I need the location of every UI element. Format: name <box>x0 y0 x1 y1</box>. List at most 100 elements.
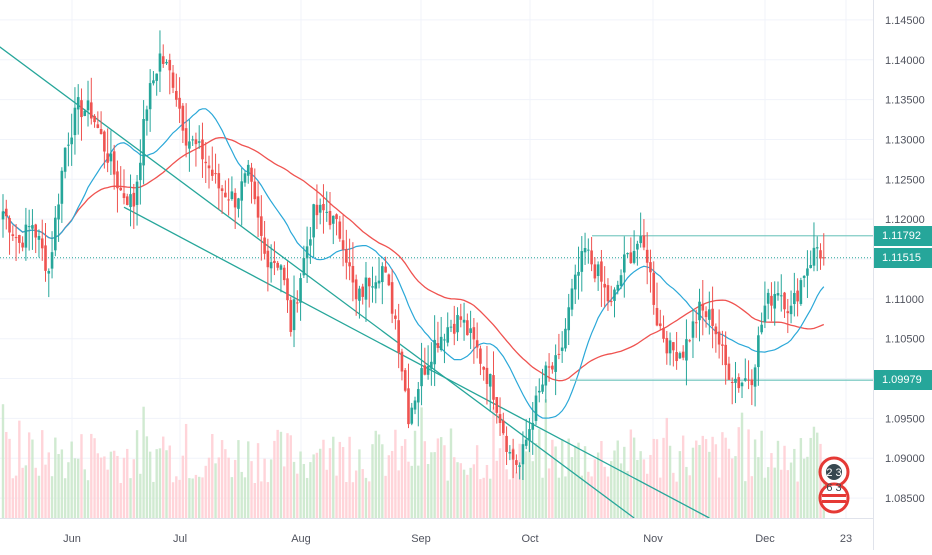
candle-body-197 <box>645 249 649 263</box>
volume-bar-52 <box>171 482 175 518</box>
candle-body-164 <box>537 390 541 393</box>
candle-body-84 <box>276 262 279 268</box>
volume-bar-226 <box>740 412 744 518</box>
volume-bar-159 <box>521 463 525 518</box>
volume-bar-182 <box>596 452 600 518</box>
candle-body-131 <box>430 361 433 369</box>
candle-body-91 <box>299 278 302 303</box>
candle-body-208 <box>681 351 685 358</box>
candle-body-154 <box>505 435 508 452</box>
volume-bar-228 <box>747 429 750 518</box>
candle-body-182 <box>596 264 600 277</box>
candle-body-148 <box>485 367 489 384</box>
volume-bar-124 <box>407 461 410 518</box>
volume-bar-199 <box>652 438 655 518</box>
candle-body-204 <box>668 340 672 354</box>
candle-body-2 <box>8 217 11 233</box>
volume-bar-64 <box>211 434 214 518</box>
volume-bar-46 <box>152 481 155 518</box>
x-tick-label-7: 23 <box>840 533 852 545</box>
candle-body-236 <box>773 293 777 309</box>
candle-body-25 <box>83 110 87 117</box>
volume-bar-165 <box>541 477 544 518</box>
volume-bar-174 <box>570 457 574 518</box>
candle-body-121 <box>397 320 400 353</box>
candle-body-80 <box>263 237 266 254</box>
candle-body-151 <box>495 397 499 413</box>
candle-body-86 <box>282 267 286 281</box>
candle-body-105 <box>345 248 348 263</box>
candle-body-177 <box>580 251 584 272</box>
candle-body-238 <box>779 295 783 297</box>
volume-bar-29 <box>96 453 100 518</box>
y-tick-label-1: 1.14000 <box>885 55 925 67</box>
volume-bar-50 <box>165 450 168 518</box>
volume-bar-168 <box>551 439 554 518</box>
volume-bar-93 <box>305 477 309 518</box>
volume-bar-57 <box>188 478 191 518</box>
volume-bar-41 <box>135 430 139 518</box>
volume-bar-24 <box>80 434 83 518</box>
candle-body-115 <box>377 280 381 284</box>
candle-body-212 <box>694 322 698 324</box>
candle-body-234 <box>766 292 770 304</box>
candle-body-186 <box>609 301 613 303</box>
volume-bar-62 <box>204 465 207 518</box>
candle-body-4 <box>14 237 18 239</box>
volume-bar-123 <box>404 439 407 518</box>
volume-bar-185 <box>606 476 610 518</box>
volume-bar-184 <box>603 466 606 518</box>
volume-bar-82 <box>269 459 273 518</box>
volume-bar-20 <box>67 462 70 518</box>
watermark-logo: 2 3 6 3 <box>810 452 858 518</box>
candle-body-159 <box>521 444 525 465</box>
candle-body-193 <box>632 250 636 263</box>
volume-bar-166 <box>544 399 548 518</box>
volume-bar-86 <box>283 466 286 518</box>
candle-body-90 <box>296 302 299 304</box>
volume-bar-189 <box>619 463 623 518</box>
candle-body-205 <box>672 342 675 351</box>
candle-body-207 <box>678 353 682 359</box>
candle-body-233 <box>763 305 767 323</box>
candle-body-145 <box>475 340 479 348</box>
volume-bar-106 <box>348 436 351 518</box>
volume-bar-110 <box>361 469 364 518</box>
candle-body-18 <box>60 170 64 204</box>
candle-body-244 <box>799 280 803 304</box>
candle-body-217 <box>711 308 714 326</box>
volume-bar-102 <box>335 475 338 518</box>
volume-bar-66 <box>217 457 221 518</box>
volume-bar-10 <box>34 467 37 518</box>
candle-body-138 <box>452 323 456 334</box>
volume-bar-167 <box>547 468 551 518</box>
volume-bar-225 <box>737 427 740 518</box>
candle-body-61 <box>201 139 204 160</box>
x-tick-label-2: Aug <box>291 533 311 545</box>
volume-bar-33 <box>109 451 113 518</box>
candle-body-158 <box>518 465 521 467</box>
volume-bar-233 <box>763 477 767 518</box>
candle-body-130 <box>426 366 430 375</box>
candle-body-7 <box>24 224 28 248</box>
volume-bar-61 <box>201 477 204 518</box>
candle-body-179 <box>587 249 590 251</box>
volume-bar-11 <box>37 475 41 518</box>
volume-bar-227 <box>744 481 747 518</box>
volume-bar-152 <box>498 448 502 518</box>
candle-body-35 <box>116 171 119 189</box>
candle-body-109 <box>358 288 361 301</box>
volume-bar-99 <box>325 469 328 518</box>
candle-body-37 <box>122 193 126 199</box>
candle-body-16 <box>54 217 57 251</box>
candle-body-165 <box>541 384 544 392</box>
candle-body-117 <box>384 266 387 273</box>
volume-bar-235 <box>770 453 773 518</box>
volume-bar-203 <box>665 417 669 518</box>
volume-bar-190 <box>623 446 626 518</box>
candle-body-167 <box>547 366 551 368</box>
volume-bar-210 <box>688 475 691 518</box>
volume-bar-142 <box>466 474 469 518</box>
candle-body-192 <box>629 252 633 264</box>
volume-bar-201 <box>659 477 662 518</box>
